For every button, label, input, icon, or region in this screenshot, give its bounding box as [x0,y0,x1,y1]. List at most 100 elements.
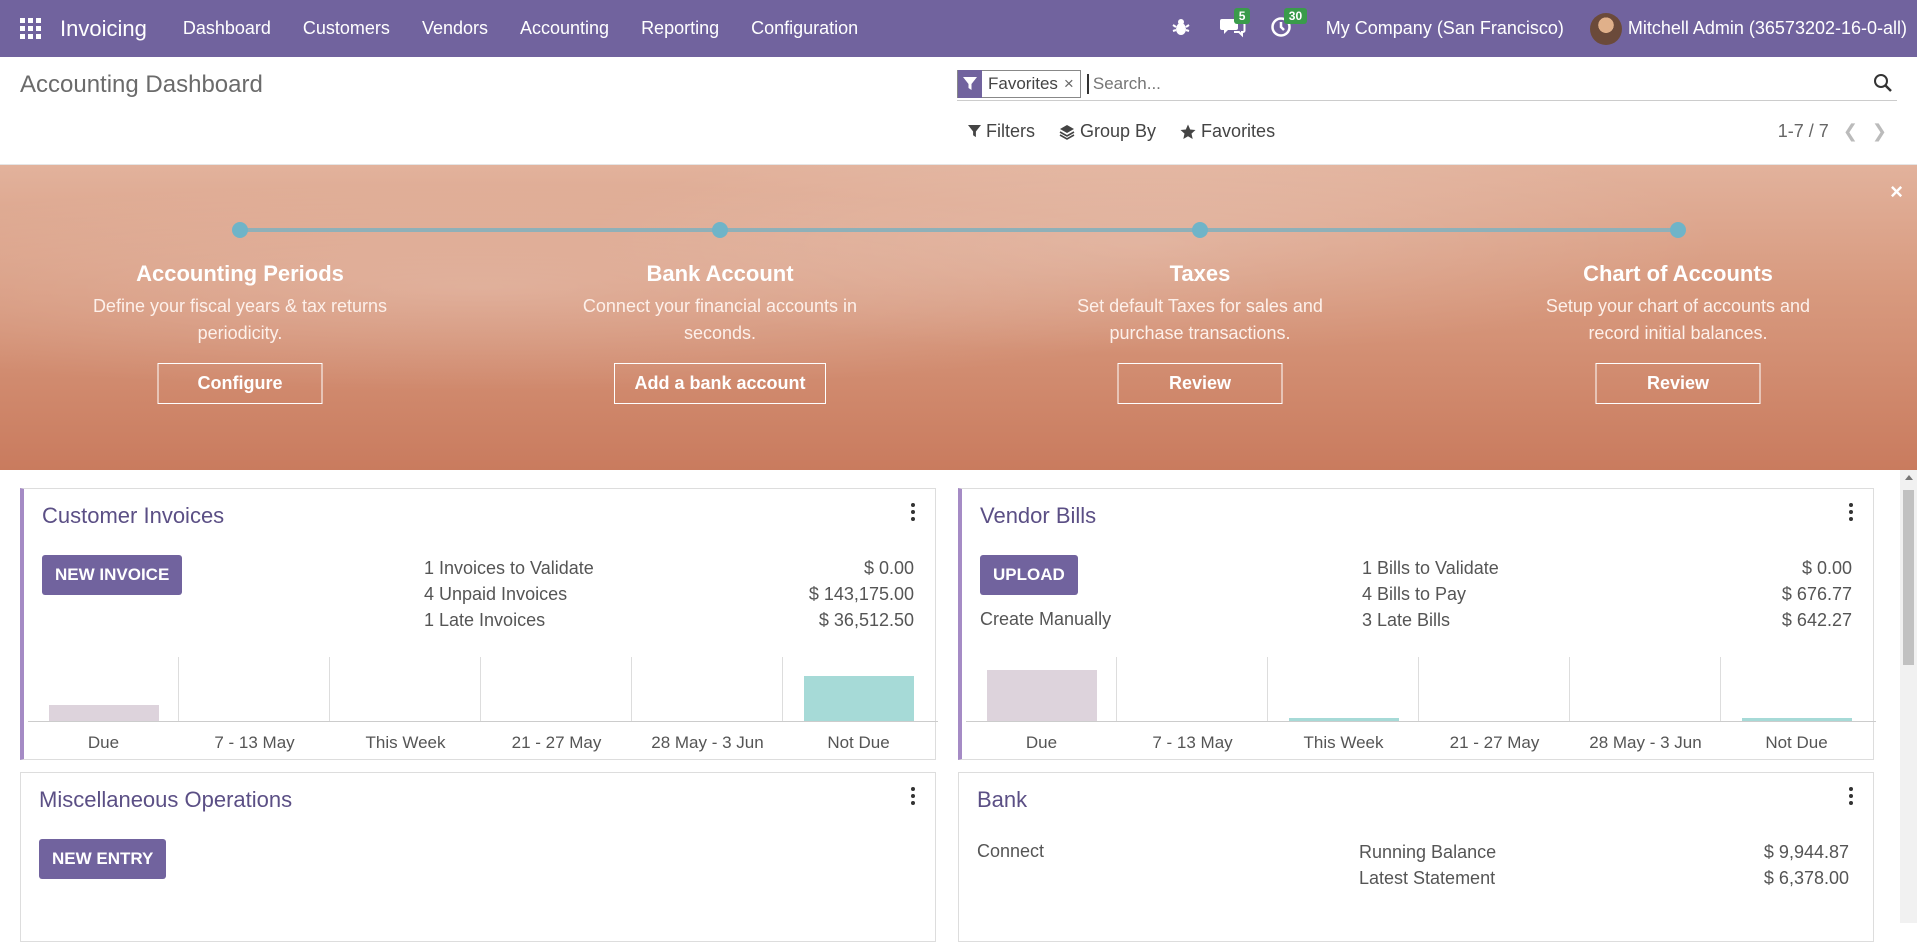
chart-column [1419,657,1570,721]
filters-label: Filters [986,121,1035,141]
banner-background [0,165,1917,470]
layers-icon [1059,124,1075,140]
stat-label: 1 Late Invoices [424,610,546,630]
facet-label: Favorites [988,73,1058,93]
misc-operations-card: Miscellaneous Operations NEW ENTRY [20,772,936,942]
step-description: Define your fiscal years & tax returns p… [92,296,388,343]
card-title[interactable]: Bank [977,787,1028,812]
search-icon[interactable] [1873,73,1895,95]
step-title: Bank Account [646,261,794,286]
app-grid-icon[interactable] [20,17,42,40]
connect-link[interactable]: Connect [977,841,1045,861]
stat-row[interactable]: 1 Bills to Validate $ 0.00 [1362,555,1852,581]
invoices-aging-chart: Due 7 - 13 May This Week 21 - 27 May 28 May … [28,657,938,761]
stat-row[interactable]: 3 Late Bills $ 642.27 [1362,607,1852,633]
stat-label: Running Balance [1359,842,1497,862]
step-dot [1192,222,1208,238]
bills-stats: 1 Bills to Validate $ 0.00 4 Bills to Pay… [1362,555,1852,633]
pager-next-icon[interactable]: ❯ [1871,121,1887,141]
chart-bar[interactable] [803,676,914,721]
stat-row[interactable]: Running Balance $ 9,944.87 [1359,839,1849,865]
chart-category-label: 28 May - 3 Jun [1589,733,1702,752]
onboarding-banner: × Accounting Periods Define your fiscal … [0,165,1917,470]
pager-previous-icon[interactable]: ❮ [1842,121,1858,141]
stat-row[interactable]: 4 Unpaid Invoices $ 143,175.00 [424,581,914,607]
step-description: Connect your financial accounts in secon… [582,296,858,343]
user-menu[interactable]: Mitchell Admin (36573202-16-0-all) [1627,18,1907,38]
facet-remove-icon[interactable]: × [1063,73,1074,93]
chart-bar[interactable] [1741,718,1852,721]
chart-column [330,657,481,721]
chart-column [966,657,1117,721]
menu-reporting[interactable]: Reporting [641,18,720,38]
menu-customers[interactable]: Customers [302,18,390,38]
menu-accounting[interactable]: Accounting [520,18,610,38]
create-manually-link[interactable]: Create Manually [980,609,1112,629]
search-input[interactable] [1086,73,1847,94]
stat-row[interactable]: Latest Statement $ 6,378.00 [1359,865,1849,891]
kebab-menu-icon[interactable] [911,787,915,808]
new-invoice-button[interactable]: NEW INVOICE [42,555,183,595]
chart-bar[interactable] [48,705,159,721]
filter-icon [958,69,982,98]
filter-icon [968,125,981,138]
stat-label: 4 Bills to Pay [1362,584,1467,604]
stat-row[interactable]: 1 Late Invoices $ 36,512.50 [424,607,914,633]
step-dot [232,222,248,238]
invoice-stats: 1 Invoices to Validate $ 0.00 4 Unpaid In… [424,555,914,633]
menu-vendors[interactable]: Vendors [421,18,488,38]
filters-dropdown[interactable]: Filters [968,121,1035,142]
upload-button[interactable]: UPLOAD [980,555,1078,595]
messages-icon[interactable]: 5 [1219,7,1251,42]
review-taxes-button[interactable]: Review [1117,363,1283,404]
groupby-label: Group By [1080,121,1157,141]
menu-dashboard[interactable]: Dashboard [182,18,271,38]
company-switcher[interactable]: My Company (San Francisco) [1325,18,1564,38]
page-scrollbar[interactable] [1900,470,1917,923]
bug-icon[interactable] [1170,16,1196,42]
stat-row[interactable]: 1 Invoices to Validate $ 0.00 [424,555,914,581]
chart-column [632,657,783,721]
chart-category-label: Not Due [827,733,890,752]
chart-bar[interactable] [986,670,1097,721]
avatar[interactable] [1589,12,1622,45]
stat-label: 3 Late Bills [1362,610,1451,630]
pager-value[interactable]: 1-7 / 7 [1777,121,1829,141]
menu-configuration[interactable]: Configuration [751,18,859,38]
stat-value: $ 676.77 [1781,584,1852,604]
bank-stats: Running Balance $ 9,944.87 Latest Stateme… [1359,839,1849,891]
kebab-menu-icon[interactable] [1849,787,1853,808]
step-dot [712,222,728,238]
activities-badge: 30 [1283,7,1308,24]
chart-column [179,657,330,721]
kebab-menu-icon[interactable] [1849,503,1853,524]
chart-bar[interactable] [1288,718,1399,721]
favorites-dropdown[interactable]: Favorites [1180,121,1275,142]
kebab-menu-icon[interactable] [911,503,915,524]
card-title[interactable]: Vendor Bills [980,503,1097,528]
add-bank-account-button[interactable]: Add a bank account [614,363,826,404]
chart-category-label: Not Due [1765,733,1828,752]
chart-column [28,657,179,721]
groupby-dropdown[interactable]: Group By [1059,121,1156,142]
card-title[interactable]: Customer Invoices [42,503,225,528]
app-name[interactable]: Invoicing [60,15,147,41]
star-icon [1180,124,1196,139]
stat-value: $ 36,512.50 [818,610,914,630]
control-panel: Accounting Dashboard Favorites × Filters… [0,57,1917,165]
banner-close-icon[interactable]: × [1890,179,1903,204]
scrollbar-thumb[interactable] [1903,490,1914,665]
activities-icon[interactable]: 30 [1270,7,1308,42]
favorites-label: Favorites [1201,121,1276,141]
scroll-up-icon[interactable] [1905,475,1913,480]
step-dot [1670,222,1686,238]
step-title: Chart of Accounts [1583,261,1773,286]
vendor-bills-card: Vendor Bills UPLOAD Create Manually 1 Bi… [958,488,1876,760]
page-title: Accounting Dashboard [20,71,263,98]
chart-column [481,657,632,721]
review-chart-button[interactable]: Review [1595,363,1761,404]
stat-row[interactable]: 4 Bills to Pay $ 676.77 [1362,581,1852,607]
configure-button[interactable]: Configure [157,363,323,404]
new-entry-button[interactable]: NEW ENTRY [39,839,167,879]
card-title[interactable]: Miscellaneous Operations [39,787,293,812]
